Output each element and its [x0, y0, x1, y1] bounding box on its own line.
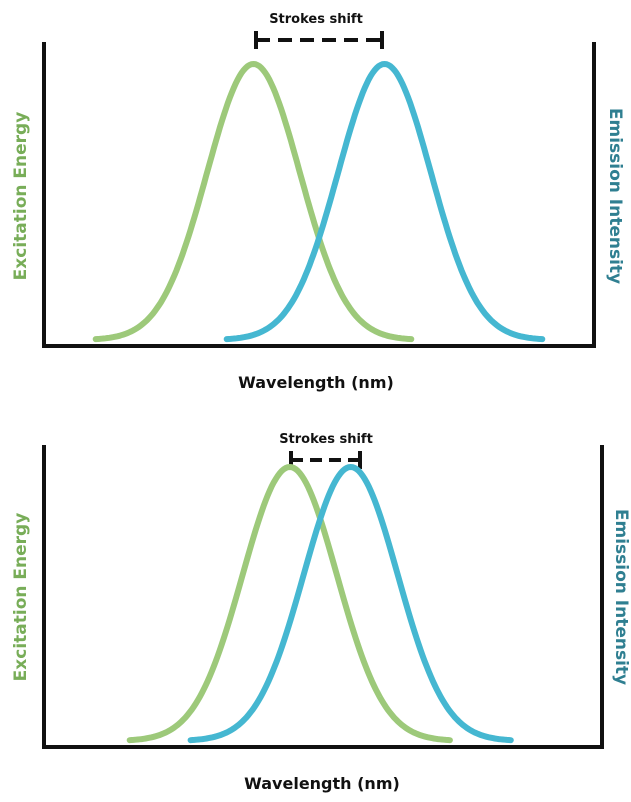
- y-axis-left-label: Excitation Energy: [11, 112, 31, 281]
- excitation-curve: [92, 60, 415, 343]
- x-axis-label: Wavelength (nm): [244, 774, 400, 793]
- emission-curve: [223, 60, 546, 343]
- shift-label: Strokes shift: [279, 432, 373, 447]
- emission-curve: [187, 463, 514, 744]
- spectrum-panel-top: Strokes shift Excitation Energy Emission…: [11, 12, 625, 392]
- y-axis-left-label: Excitation Energy: [11, 513, 31, 682]
- excitation-curve: [126, 463, 453, 744]
- x-axis-label: Wavelength (nm): [238, 373, 394, 392]
- y-axis-right-label: Emission Intensity: [605, 108, 625, 284]
- spectrum-diagram-top: Strokes shift Excitation Energy Emission…: [11, 12, 625, 392]
- y-axis-right-label: Emission Intensity: [611, 509, 631, 685]
- spectrum-diagram-bottom: Strokes shift Excitation Energy Emission…: [11, 432, 631, 793]
- spectrum-panel-bottom: Strokes shift Excitation Energy Emission…: [0, 401, 631, 802]
- shift-label: Strokes shift: [269, 12, 363, 27]
